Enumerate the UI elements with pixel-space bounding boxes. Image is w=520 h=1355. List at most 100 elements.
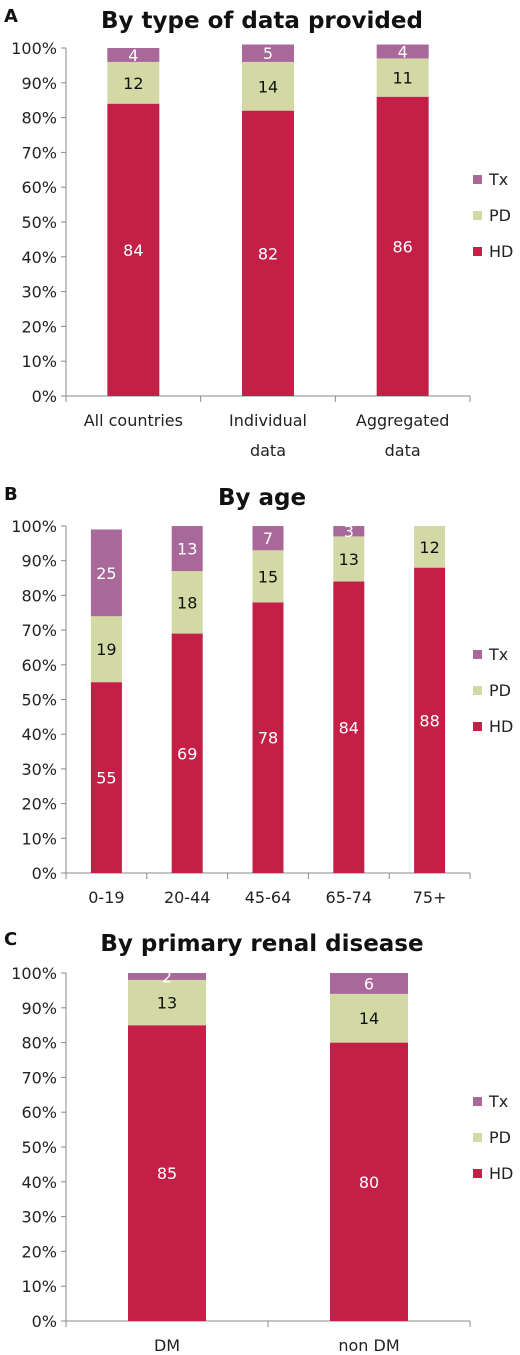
- bar-segment-pd: [333, 536, 365, 582]
- data-label-tx: 25: [96, 564, 116, 583]
- bar-segment-hd: [171, 633, 203, 873]
- bar-segment-pd: [171, 571, 203, 634]
- y-tick-label: 70%: [21, 621, 57, 640]
- x-category-label: Aggregated: [356, 411, 450, 430]
- x-category-label: data: [250, 441, 286, 460]
- y-tick-label: 70%: [21, 1068, 57, 1087]
- chart-title: By type of data provided: [101, 8, 423, 34]
- legend-label-tx: Tx: [488, 1092, 508, 1111]
- y-tick-label: 20%: [21, 795, 57, 814]
- bar-segment-tx: [376, 44, 429, 59]
- x-category-label: DM: [154, 1336, 180, 1355]
- y-tick-label: 20%: [21, 1242, 57, 1261]
- data-label-hd: 78: [258, 729, 278, 748]
- y-tick-label: 60%: [21, 1103, 57, 1122]
- legend-label-hd: HD: [489, 717, 513, 736]
- panel-letter: A: [4, 6, 18, 27]
- y-tick-label: 90%: [21, 999, 57, 1018]
- bar-segment-tx: [333, 526, 365, 537]
- legend-swatch-hd: [473, 1169, 482, 1178]
- bar-segment-tx: [171, 526, 203, 572]
- legend-swatch-tx: [473, 175, 482, 184]
- y-tick-label: 60%: [21, 656, 57, 675]
- bar-segment-hd: [414, 567, 446, 873]
- y-tick-label: 40%: [21, 725, 57, 744]
- legend-swatch-pd: [473, 1133, 482, 1142]
- data-label-hd: 86: [392, 237, 412, 256]
- bar-segment-tx: [107, 48, 160, 62]
- panel-b: B By age 0% 10% 20% 30% 40% 50% 60% 70% 80% 90% 100%…: [0, 478, 520, 910]
- data-label-pd: 13: [339, 550, 359, 569]
- bar-segment-hd: [128, 1025, 206, 1321]
- data-label-hd: 88: [419, 711, 439, 730]
- y-tick-label: 50%: [21, 213, 57, 232]
- legend-swatch-hd: [473, 722, 482, 731]
- legend-label-pd: PD: [489, 206, 511, 225]
- y-tick-label: 80%: [21, 109, 57, 128]
- y-tick-label: 0%: [32, 1312, 57, 1331]
- data-label-tx: 7: [263, 529, 273, 548]
- panel-letter: C: [4, 929, 17, 950]
- y-tick-label: 70%: [21, 143, 57, 162]
- bar-segment-pd: [242, 61, 294, 111]
- chart-panel-c-svg: C By primary renal disease 0% 10% 20% 30% 40% 5…: [4, 929, 513, 1355]
- data-label-pd: 11: [392, 69, 412, 88]
- data-label-pd: 14: [258, 77, 278, 96]
- y-tick-label: 80%: [21, 586, 57, 605]
- data-label-hd: 55: [96, 769, 116, 788]
- legend-label-hd: HD: [489, 242, 513, 261]
- bar-segment-pd: [90, 616, 122, 683]
- data-label-pd: 12: [419, 538, 439, 557]
- data-label-hd: 85: [157, 1164, 177, 1183]
- data-label-tx: 4: [128, 46, 138, 65]
- legend-label-hd: HD: [489, 1164, 513, 1183]
- legend-label-tx: Tx: [488, 170, 508, 189]
- x-category-label: Individual: [229, 411, 307, 430]
- bar-segment-pd: [252, 550, 284, 603]
- y-tick-label: 100%: [11, 964, 57, 983]
- bar-segment-tx: [242, 44, 294, 62]
- y-tick-label: 80%: [21, 1034, 57, 1053]
- data-label-hd: 84: [123, 241, 143, 260]
- bar-segment-hd: [330, 1042, 408, 1321]
- legend-swatch-pd: [473, 211, 482, 220]
- chart-panel-b-svg: B By age 0% 10% 20% 30% 40% 50% 60% 70% 80% 90% 100%…: [4, 484, 513, 907]
- panel-a: A By type of data provided 0% 10% 20% 30% 40% 5…: [0, 0, 520, 490]
- bar-segment-hd: [90, 682, 122, 873]
- data-label-pd: 14: [359, 1009, 379, 1028]
- x-category-label: All countries: [84, 411, 183, 430]
- bar-segment-tx: [128, 973, 206, 980]
- chart-title: By primary renal disease: [100, 931, 423, 957]
- x-category-label: 0-19: [88, 888, 124, 907]
- y-tick-label: 10%: [21, 1277, 57, 1296]
- y-tick-label: 60%: [21, 178, 57, 197]
- legend-label-pd: PD: [489, 681, 511, 700]
- x-category-label: non DM: [338, 1336, 399, 1355]
- y-tick-label: 10%: [21, 829, 57, 848]
- x-category-label: 75+: [413, 888, 447, 907]
- y-tick-label: 40%: [21, 1173, 57, 1192]
- data-label-tx: 13: [177, 540, 197, 559]
- legend-swatch-tx: [473, 650, 482, 659]
- data-label-tx: 3: [344, 522, 354, 541]
- data-label-hd: 69: [177, 744, 197, 763]
- y-tick-label: 0%: [32, 864, 57, 883]
- data-label-tx: 4: [398, 42, 408, 61]
- y-tick-label: 30%: [21, 1208, 57, 1227]
- bar-segment-tx: [252, 526, 284, 551]
- y-tick-label: 30%: [21, 283, 57, 302]
- bar-segment-pd: [330, 993, 408, 1043]
- y-tick-label: 50%: [21, 691, 57, 710]
- bar-segment-pd: [128, 979, 206, 1026]
- y-tick-label: 90%: [21, 74, 57, 93]
- data-label-pd: 15: [258, 567, 278, 586]
- bar-segment-hd: [376, 96, 429, 396]
- chart-panel-a-svg: A By type of data provided 0% 10% 20% 30% 40% 5…: [4, 6, 513, 460]
- data-label-tx: 5: [263, 44, 273, 63]
- x-category-label: 65-74: [326, 888, 373, 907]
- data-label-hd: 80: [359, 1173, 379, 1192]
- panel-letter: B: [4, 484, 18, 505]
- chart-title: By age: [218, 485, 306, 511]
- x-category-label: 45-64: [245, 888, 292, 907]
- data-label-tx: 6: [364, 974, 374, 993]
